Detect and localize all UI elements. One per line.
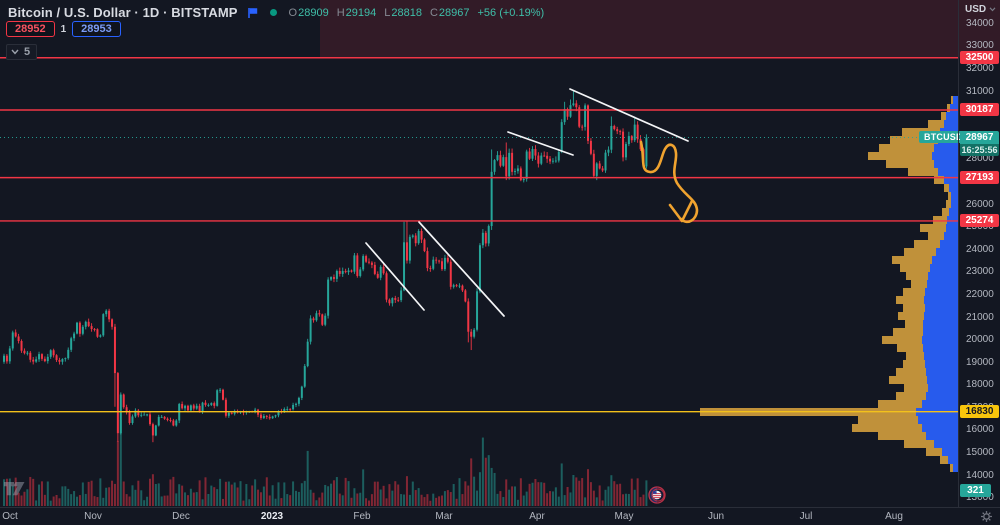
currency-selector[interactable]: USD [965, 4, 996, 15]
price-tick-label: 19000 [966, 356, 994, 368]
bar-countdown: 16:25:56 [960, 143, 999, 156]
trendline[interactable] [418, 221, 505, 317]
ohlc-value: H29194 [336, 6, 377, 19]
price-level-badge: 32500 [960, 50, 999, 64]
time-axis-label: Nov [84, 511, 102, 522]
time-axis-label: Apr [529, 511, 545, 522]
gear-icon[interactable] [980, 510, 993, 523]
resistance-zone[interactable] [320, 0, 1000, 58]
price-tick-label: 22000 [966, 288, 994, 300]
price-level-badge: 27193 [960, 170, 999, 184]
volume-bars [3, 420, 648, 506]
price-tick-label: 34000 [966, 17, 994, 29]
author-avatar [648, 486, 666, 504]
trendline[interactable] [569, 88, 689, 142]
ohlc-value: L28818 [384, 6, 422, 19]
trendline[interactable] [365, 242, 425, 311]
time-axis-label: Mar [435, 511, 453, 522]
time-axis-label: Feb [353, 511, 371, 522]
price-tick-label: 26000 [966, 198, 994, 210]
time-axis-label: Jul [799, 511, 813, 522]
drawings-count: 5 [24, 46, 31, 58]
chart-header: Bitcoin / U.S. Dollar · 1D · BITSTAMP O2… [8, 5, 544, 20]
price-tick-label: 24000 [966, 243, 994, 255]
time-axis-label: Jun [707, 511, 725, 522]
price-tick-label: 15000 [966, 447, 994, 459]
buy-sell-widget: 28952 1 28953 [6, 21, 121, 37]
buy-price-button[interactable]: 28953 [72, 21, 121, 37]
ohlc-value: O28909 [288, 6, 329, 19]
volume-axis-badge: 321 [960, 484, 991, 497]
price-level-lines[interactable] [0, 57, 958, 413]
drawings-dropdown[interactable]: 5 [6, 44, 38, 60]
market-open-dot-icon [269, 9, 277, 16]
price-tick-label: 31000 [966, 85, 994, 97]
sell-price-button[interactable]: 28952 [6, 21, 55, 37]
price-tick-label: 16000 [966, 424, 994, 436]
price-axis[interactable]: USD 28967 16:25:56 321 34000 33000 32000 31… [958, 0, 1000, 507]
price-change: +56 (+0.19%) [477, 6, 545, 19]
price-tick-label: 33000 [966, 40, 994, 52]
tradingview-logo-icon [4, 482, 25, 496]
ohlc-readout: O28909 H29194 L28818 C28967 +56 (+0.19%) [289, 7, 545, 19]
price-tick-label: 13000 [966, 492, 994, 504]
spread-value: 1 [60, 23, 67, 35]
currency-label: USD [965, 4, 987, 15]
current-price-badge: 28967 16:25:56 [960, 130, 999, 156]
trendlines[interactable] [365, 88, 689, 317]
trendline[interactable] [507, 131, 574, 156]
flag-icon[interactable] [247, 7, 259, 19]
symbol-title[interactable]: Bitcoin / U.S. Dollar · 1D · BITSTAMP [8, 5, 238, 20]
time-axis-label: Dec [172, 511, 190, 522]
time-axis[interactable]: Oct Nov Dec 2023 Feb Mar Apr May Jun Jul Aug [0, 507, 1000, 525]
chevron-down-icon [11, 49, 19, 55]
series-price-label[interactable]: BTCUSD [919, 130, 968, 143]
price-tick-label: 20000 [966, 334, 994, 346]
chevron-down-icon [989, 7, 996, 12]
price-tick-label: 28000 [966, 153, 994, 165]
volume-profile [700, 96, 958, 472]
ohlc-value: C28967 [429, 6, 470, 19]
price-level-badge: 16830 [960, 404, 999, 418]
current-price-value: 28967 [960, 130, 999, 144]
price-level-badge: 30187 [960, 103, 999, 116]
time-axis-label: 2023 [260, 511, 284, 522]
time-axis-label: Aug [885, 511, 903, 522]
price-tick-label: 18000 [966, 379, 994, 391]
price-tick-label: 23000 [966, 266, 994, 278]
candles-series [3, 90, 648, 443]
price-level-badge: 25274 [960, 213, 999, 227]
price-tick-label: 14000 [966, 469, 994, 481]
price-tick-label: 21000 [966, 311, 994, 323]
price-tick-label: 32000 [966, 63, 994, 75]
time-axis-label: May [614, 511, 634, 522]
projection-arrow[interactable] [639, 140, 699, 224]
time-axis-label: Oct [2, 511, 18, 522]
